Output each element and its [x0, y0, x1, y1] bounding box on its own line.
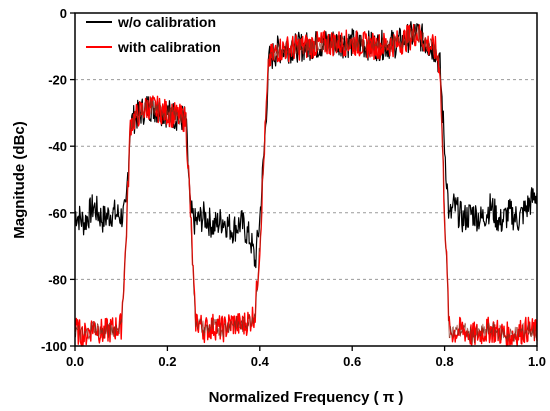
x-tick-label: 0.6	[343, 354, 361, 369]
y-tick-label: -20	[48, 73, 67, 88]
y-tick-label: 0	[60, 6, 67, 21]
plot-frame	[74, 12, 538, 347]
x-axis-title: Normalized Frequency ( π )	[209, 389, 404, 406]
series-layer	[74, 21, 538, 347]
x-tick-label: 0.0	[66, 354, 84, 369]
x-tick-label: 0.8	[436, 354, 454, 369]
axes	[74, 12, 538, 347]
series-line-0	[74, 21, 538, 269]
y-tick-label: -80	[48, 272, 67, 287]
x-tick-label: 0.2	[158, 354, 176, 369]
series-line-1	[74, 23, 538, 347]
legend-label-wo-calibration: w/o calibration	[117, 14, 216, 30]
tick-labels: 0.0 0.2 0.4 0.6 0.8 1.0 0 -20 -40 -60 -80 -100	[41, 6, 546, 369]
y-tick-label: -60	[48, 206, 67, 221]
y-tick-label: -40	[48, 139, 67, 154]
x-tick-label: 1.0	[528, 354, 546, 369]
legend: w/o calibration with calibration	[86, 14, 221, 55]
legend-label-with-calibration: with calibration	[117, 39, 221, 55]
series-line-core	[74, 25, 538, 345]
y-tick-label: -100	[41, 339, 67, 354]
x-tick-label: 0.4	[251, 354, 270, 369]
y-axis-title: Magnitude (dBc)	[11, 121, 28, 239]
